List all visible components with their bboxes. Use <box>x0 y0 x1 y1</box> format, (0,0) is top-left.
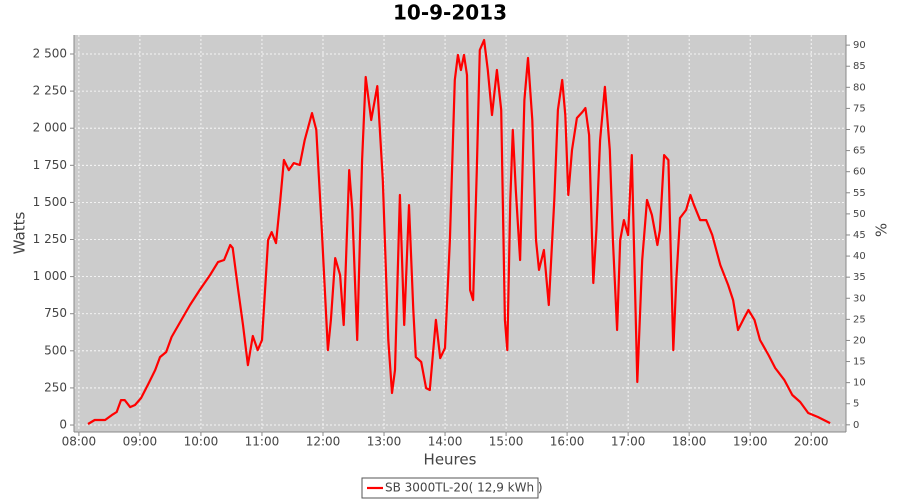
legend <box>361 477 539 499</box>
y2-tick-label: 90 <box>853 40 866 51</box>
legend-label: SB 3000TL-20( 12,9 kWh ) <box>385 481 543 495</box>
y-tick-label: 2 000 <box>33 121 67 135</box>
y2-tick-label: 30 <box>853 293 866 304</box>
x-tick-label: 19:00 <box>733 435 768 449</box>
x-tick-label: 12:00 <box>306 435 341 449</box>
y2-tick-label: 85 <box>853 61 866 72</box>
y2-tick-label: 75 <box>853 103 866 114</box>
y2-tick-label: 0 <box>853 420 859 431</box>
y-axis-label: Watts <box>11 212 29 255</box>
y2-tick-label: 35 <box>853 272 866 283</box>
x-tick-label: 16:00 <box>550 435 585 449</box>
x-tick-label: 17:00 <box>611 435 646 449</box>
y2-tick-label: 80 <box>853 82 866 93</box>
y2-tick-label: 70 <box>853 125 866 136</box>
y-tick-label: 0 <box>59 418 67 432</box>
y2-tick-label: 45 <box>853 230 866 241</box>
plot-area <box>74 35 846 432</box>
y-tick-label: 1 250 <box>33 232 67 246</box>
y-tick-label: 250 <box>44 380 67 394</box>
x-tick-label: 15:00 <box>489 435 524 449</box>
y2-axis-label: % <box>873 223 891 237</box>
y-tick-label: 2 500 <box>33 46 67 60</box>
data-line <box>87 38 831 425</box>
y2-tick-label: 50 <box>853 209 866 220</box>
x-tick-label: 20:00 <box>794 435 829 449</box>
y-tick-label: 500 <box>44 343 67 357</box>
y2-tick-label: 10 <box>853 378 866 389</box>
y2-tick-label: 5 <box>853 399 859 410</box>
y-tick-label: 1 750 <box>33 158 67 172</box>
y-tick-label: 2 250 <box>33 84 67 98</box>
y2-tick-label: 25 <box>853 314 866 325</box>
y-tick-label: 1 000 <box>33 269 67 283</box>
y2-tick-label: 40 <box>853 251 866 262</box>
y2-tick-label: 55 <box>853 188 866 199</box>
x-tick-label: 13:00 <box>367 435 402 449</box>
y2-tick-label: 60 <box>853 167 866 178</box>
x-tick-label: 11:00 <box>245 435 280 449</box>
y-tick-label: 750 <box>44 306 67 320</box>
x-tick-label: 10:00 <box>184 435 219 449</box>
chart-title: 10-9-2013 <box>393 1 507 25</box>
x-tick-label: 18:00 <box>672 435 707 449</box>
x-tick-label: 08:00 <box>62 435 97 449</box>
y-tick-label: 1 500 <box>33 195 67 209</box>
y2-tick-label: 65 <box>853 146 866 157</box>
x-tick-label: 14:00 <box>428 435 463 449</box>
x-axis-label: Heures <box>424 451 477 469</box>
y2-tick-label: 15 <box>853 357 866 368</box>
y2-tick-label: 20 <box>853 335 866 346</box>
x-tick-label: 09:00 <box>123 435 158 449</box>
